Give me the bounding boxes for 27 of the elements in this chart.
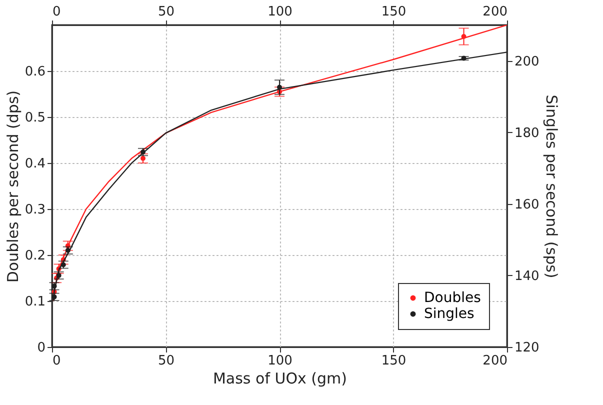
y-tick-label: 0.5 — [24, 110, 46, 126]
x-tick-label: 200 — [482, 354, 508, 368]
y2-axis-title: Singles per second (sps) — [542, 94, 560, 278]
x-tick-label: 0 — [52, 354, 61, 368]
y-tick-label: 0.3 — [24, 202, 46, 218]
x-tick-label: 150 — [381, 354, 406, 368]
y-tick-label: 0.2 — [24, 248, 46, 264]
x-tick-label: 50 — [158, 354, 175, 368]
y-tick-label: 0 — [37, 340, 46, 356]
y-tick-label: 0.6 — [24, 64, 46, 80]
x2-tick-label: 50 — [158, 4, 175, 20]
y-axis-title: Doubles per second (dps) — [4, 90, 22, 283]
y2-tick-label: 140 — [514, 268, 540, 284]
x-tick-label: 100 — [268, 354, 292, 368]
x2-tick-label: 0 — [52, 4, 61, 20]
x2-tick-label: 150 — [381, 4, 406, 20]
y-tick-label: 0.4 — [24, 156, 46, 172]
x-axis-title: Mass of UOx (gm) — [212, 370, 348, 388]
x2-tick-label: 100 — [268, 4, 292, 20]
legend-label: Doubles — [424, 290, 481, 306]
y2-tick-label: 160 — [514, 197, 540, 212]
x2-tick-label: 200 — [482, 4, 508, 20]
legend-label: Singles — [424, 306, 474, 322]
y2-tick-label: 120 — [514, 340, 540, 356]
y2-tick-label: 180 — [514, 126, 540, 141]
y2-tick-label: 200 — [514, 54, 540, 70]
y-tick-label: 0.1 — [24, 294, 46, 310]
